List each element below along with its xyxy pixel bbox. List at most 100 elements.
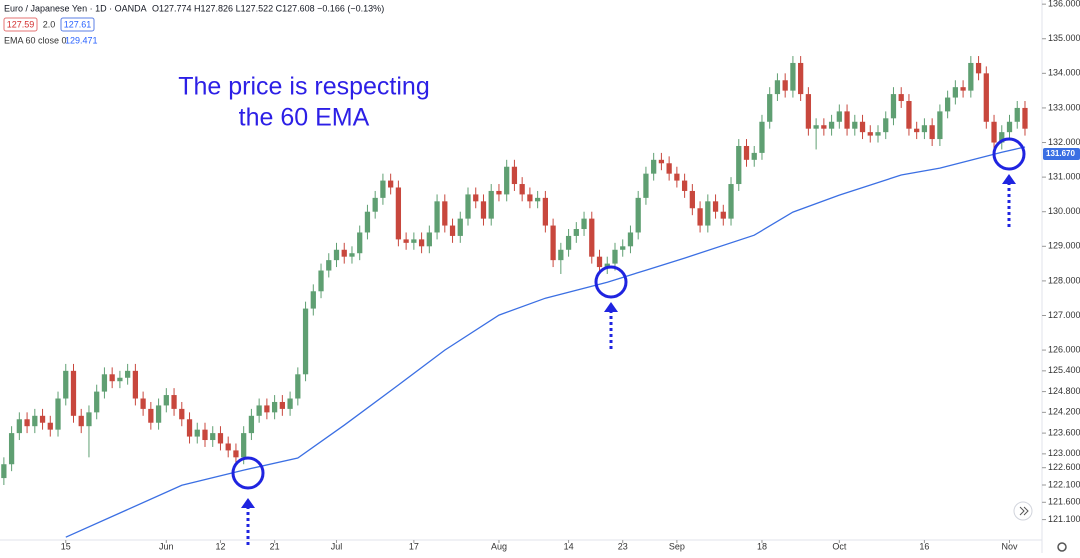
candle-body	[16, 419, 22, 434]
candle-body	[101, 374, 108, 392]
candle-body	[504, 166, 510, 195]
y-tick-label: 135.000	[1048, 33, 1080, 43]
candle-body	[612, 249, 618, 264]
candle-body	[983, 73, 989, 122]
candle-body	[395, 187, 402, 240]
candle-body	[388, 180, 394, 188]
candle-body	[426, 232, 432, 247]
candle-body	[256, 405, 262, 416]
candle-body	[627, 232, 634, 247]
buy-price[interactable]: 127.61	[64, 19, 92, 29]
x-tick-label: 23	[618, 541, 628, 551]
candle-body	[357, 232, 363, 254]
candle-body	[496, 190, 502, 195]
candle-body	[403, 239, 409, 243]
x-tick-label: Sep	[669, 541, 685, 551]
candle-body	[333, 249, 340, 261]
candle-body	[836, 111, 842, 122]
candle-body	[859, 121, 866, 133]
candle-body	[890, 94, 897, 119]
y-tick-label: 128.000	[1048, 275, 1080, 285]
candle-body	[689, 190, 695, 209]
candle-body	[1006, 121, 1013, 133]
candle-body	[302, 308, 309, 375]
candle-body	[295, 374, 301, 399]
candle-body	[658, 159, 665, 164]
candle-body	[589, 218, 595, 257]
candle-body	[179, 408, 185, 420]
y-tick-label: 136.000	[1048, 0, 1080, 9]
y-tick-label: 122.100	[1048, 479, 1080, 489]
candle-body	[712, 201, 719, 212]
buy-box[interactable]	[60, 17, 95, 32]
sell-box[interactable]	[3, 17, 38, 32]
candle-body	[125, 370, 131, 378]
candle-body	[171, 395, 177, 409]
candle-body	[233, 450, 239, 458]
ema-legend-name: EMA 60 close 0	[4, 35, 67, 45]
x-tick-label: 18	[757, 541, 767, 551]
scroll-icon	[1019, 506, 1029, 516]
candle-body	[372, 197, 378, 212]
candle-body	[310, 291, 316, 309]
y-tick-label: 130.000	[1048, 206, 1080, 216]
candle-body	[78, 415, 84, 427]
candle-body	[975, 62, 982, 74]
candle-body	[883, 118, 889, 133]
y-tick-label: 129.000	[1048, 241, 1080, 251]
candle-body	[914, 128, 920, 133]
candle-body	[287, 398, 293, 409]
candle-body	[449, 225, 456, 236]
candle-body	[8, 433, 15, 465]
sell-price[interactable]: 127.59	[7, 19, 35, 29]
y-tick-label: 127.000	[1048, 310, 1080, 320]
candle-body	[473, 194, 479, 202]
scroll-button[interactable]	[1013, 501, 1033, 521]
candle-body	[728, 184, 734, 219]
candle-body	[248, 415, 255, 434]
y-tick-label: 126.000	[1048, 344, 1080, 354]
candle-body	[759, 121, 765, 153]
candle-body	[550, 225, 556, 261]
y-tick-label: 121.600	[1048, 497, 1080, 507]
candle-body	[937, 111, 943, 140]
candle-body	[380, 180, 386, 198]
touch-circle	[231, 456, 265, 490]
candle-body	[565, 235, 572, 250]
candle-body	[1022, 107, 1028, 129]
candle-body	[867, 132, 873, 136]
candle-body	[697, 208, 703, 226]
candle-body	[651, 159, 657, 174]
annotation-line: The price is respecting	[178, 73, 430, 101]
candle-body	[852, 121, 858, 129]
candle-body	[32, 415, 38, 427]
candle-body	[666, 163, 672, 174]
candle-body	[991, 121, 997, 143]
arrow-head	[1002, 174, 1016, 184]
candle-body	[844, 111, 850, 129]
candle-body	[674, 173, 680, 181]
x-tick-label: 16	[919, 541, 929, 551]
ohlc-readout: O127.774 H127.826 L127.522 C127.608 −0.1…	[152, 3, 384, 13]
candle-body	[952, 87, 958, 98]
candle-body	[921, 125, 928, 133]
candle-body	[999, 132, 1005, 143]
candle-body	[542, 197, 548, 226]
touch-circle	[594, 265, 628, 299]
y-tick-label: 123.000	[1048, 448, 1080, 458]
touch-circle	[992, 137, 1026, 171]
x-tick-label: 15	[61, 541, 71, 551]
settings-icon[interactable]	[1057, 542, 1067, 552]
candle-body	[434, 201, 440, 233]
candle-body	[1, 464, 7, 479]
candle-body	[813, 125, 819, 129]
symbol-title: Euro / Japanese Yen · 1D · OANDA	[4, 3, 147, 13]
candle-body	[364, 211, 371, 233]
candle-body	[465, 194, 471, 219]
candle-body	[681, 180, 688, 191]
candle-body	[828, 121, 835, 129]
candle-body	[782, 80, 788, 91]
candle-body	[70, 370, 77, 416]
